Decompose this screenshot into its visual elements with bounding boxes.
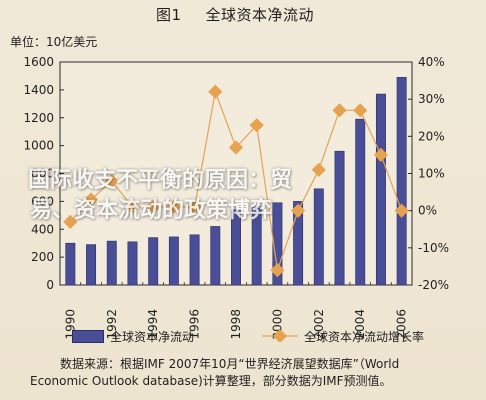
x-tick-label: 1998 xyxy=(229,309,243,340)
bar xyxy=(293,201,304,286)
left-axis: 0 200 400 600 800 1000 1200 1400 1600 xyxy=(23,55,64,292)
right-tick-label: 0% xyxy=(418,204,437,218)
right-tick-label: -20% xyxy=(418,278,449,292)
x-tick-label: 1994 xyxy=(146,309,160,340)
figure-number: 图1 xyxy=(156,6,182,24)
bar xyxy=(210,226,221,286)
bar xyxy=(375,93,386,286)
growth-point xyxy=(373,147,389,162)
right-tick-label: 10% xyxy=(418,167,445,181)
bar-series xyxy=(65,77,407,286)
bar xyxy=(65,242,76,286)
left-tick-label: 400 xyxy=(31,222,54,236)
growth-point xyxy=(166,199,181,215)
bar xyxy=(148,237,159,286)
bar xyxy=(86,244,97,286)
x-tick-label: 1992 xyxy=(105,309,119,340)
growth-point xyxy=(187,199,202,215)
bar xyxy=(251,206,262,286)
left-tick-label: 1600 xyxy=(23,55,54,69)
x-tick-label: 2004 xyxy=(353,309,367,340)
growth-point xyxy=(291,203,306,218)
growth-point xyxy=(311,162,326,177)
bar xyxy=(313,188,324,286)
source-line-1: 数据来源：根据IMF 2007年10月“世界经济展望数据库”（World xyxy=(60,357,400,371)
left-tick-label: 800 xyxy=(31,167,54,181)
growth-point xyxy=(228,140,244,155)
legend-bar-swatch xyxy=(72,330,104,343)
bar xyxy=(272,202,283,286)
bar xyxy=(396,77,407,286)
data-source-note: 数据来源：根据IMF 2007年10月“世界经济展望数据库”（World Eco… xyxy=(30,356,475,390)
left-tick-label: 1200 xyxy=(23,111,54,125)
left-tick-label: 200 xyxy=(31,250,54,264)
bar xyxy=(127,241,138,286)
bar xyxy=(355,118,366,286)
x-tick-label: 2002 xyxy=(312,309,326,340)
right-axis: -20% -10% 0% 10% 20% 30% 40% xyxy=(408,55,449,292)
growth-line-series xyxy=(63,84,409,278)
source-line-2: Economic Outlook database)计算整理，部分数据为IMF预… xyxy=(30,374,392,388)
growth-point xyxy=(332,103,347,118)
growth-point xyxy=(125,199,140,215)
bar xyxy=(334,150,345,286)
legend-line-swatch xyxy=(262,330,298,342)
left-tick-label: 1400 xyxy=(23,83,54,97)
right-tick-label: -10% xyxy=(418,241,449,255)
growth-point xyxy=(353,103,368,118)
left-tick-label: 1000 xyxy=(23,139,54,153)
unit-label: 单位：10亿美元 xyxy=(10,35,98,49)
legend-line-label: 全球资本净流动增长率 xyxy=(304,330,425,344)
bar xyxy=(106,240,117,286)
figure-heading: 图1 全球资本净流动 xyxy=(156,4,314,25)
left-tick-label: 600 xyxy=(31,194,54,208)
x-tick-label: 2006 xyxy=(395,309,409,340)
growth-point xyxy=(270,263,285,278)
right-tick-label: 20% xyxy=(418,129,445,143)
bar xyxy=(231,209,241,286)
growth-point xyxy=(394,203,409,218)
bar xyxy=(189,234,200,286)
left-tick-label: 0 xyxy=(46,278,54,292)
legend: 全球资本净流动 全球资本净流动增长率 xyxy=(72,328,452,348)
growth-point xyxy=(146,199,161,215)
bar xyxy=(168,236,179,286)
figure-title: 全球资本净流动 xyxy=(205,6,315,24)
x-tick-label: 1996 xyxy=(188,309,202,340)
right-tick-label: 40% xyxy=(418,55,445,69)
legend-bar-label: 全球资本净流动 xyxy=(110,330,195,344)
right-tick-label: 30% xyxy=(418,92,445,106)
